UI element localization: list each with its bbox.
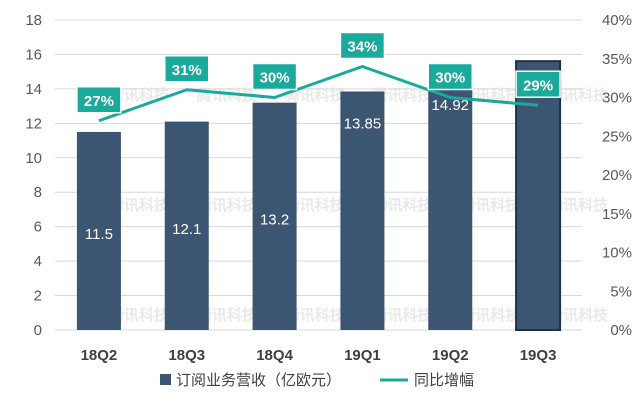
line-series: 27% 31% 30% 34% 30% 29% [76, 31, 561, 123]
line-value-label: 31% [172, 62, 202, 79]
watermark-text: 腾讯科技 [108, 86, 170, 104]
line-label-box: 27% [76, 86, 122, 114]
watermark-text: 腾讯科技 [284, 196, 346, 214]
line-label-box: 30% [251, 62, 298, 91]
y-left-tick-label: 0 [34, 322, 42, 339]
watermark-text: 腾讯科技 [547, 86, 609, 104]
bar [252, 102, 297, 331]
line-label-bg [164, 55, 210, 83]
bar-value-label: 13.2 [260, 211, 289, 228]
bar [164, 121, 209, 330]
y-left-tick-label: 12 [25, 115, 42, 132]
legend: 订阅业务营收（亿欧元） 同比增幅 [160, 372, 474, 389]
y-right-tick-label: 15% [602, 206, 632, 223]
watermark-text: 腾讯科技 [459, 196, 521, 214]
watermark-text: 腾讯科技 [371, 86, 433, 104]
y-left-tick-label: 8 [34, 184, 42, 201]
y-right-tick-label: 40% [602, 12, 632, 29]
x-tick-label: 19Q1 [344, 347, 381, 364]
y-right-tick-label: 10% [602, 245, 632, 262]
legend-line-label: 同比增幅 [414, 372, 474, 389]
y-left-tick-label: 14 [25, 81, 42, 98]
bar [76, 131, 121, 330]
bar [340, 91, 385, 330]
bar [515, 60, 562, 332]
watermark-text: 腾讯科技 [371, 196, 433, 214]
bar [428, 73, 473, 331]
x-tick-label: 18Q2 [81, 347, 118, 364]
bar-value-label: 11.5 [85, 226, 113, 243]
watermark-text: 腾讯科技 [284, 86, 346, 104]
x-tick-label: 19Q2 [432, 347, 469, 364]
line-label-bg [427, 62, 473, 91]
y-right-tick-label: 20% [602, 167, 632, 184]
legend-bar-swatch [160, 374, 171, 385]
line-label-bg [515, 70, 561, 98]
line-value-label: 27% [84, 93, 114, 110]
x-tick-label: 19Q3 [520, 347, 557, 364]
bar-value-label: 14.92 [431, 97, 469, 114]
watermark-text: 腾讯科技 [284, 306, 346, 324]
watermark-text: 腾讯科技 [547, 196, 609, 214]
watermark-text: 腾讯科技 [196, 306, 258, 324]
watermark-text: 腾讯科技 [108, 306, 170, 324]
line-value-label: 30% [435, 70, 465, 87]
line-value-label: 34% [347, 39, 377, 56]
bar-value-label: 12.1 [172, 221, 201, 238]
y-right-tick-label: 30% [602, 90, 632, 107]
legend-bar-label: 订阅业务营收（亿欧元） [176, 372, 341, 389]
y-right-tick-label: 25% [602, 128, 632, 145]
watermark-text: 腾讯科技 [459, 306, 521, 324]
watermark-text: 腾讯科技 [547, 306, 609, 324]
line-label-bg [339, 31, 386, 60]
line-label-bg [76, 86, 122, 114]
watermark-text: 腾讯科技 [196, 196, 258, 214]
y-left-tick-label: 6 [34, 219, 42, 236]
x-tick-label: 18Q4 [256, 347, 293, 364]
y-left-tick-label: 2 [34, 288, 42, 305]
grid-lines [55, 19, 582, 331]
axis-labels: 0 2 4 6 8 10 12 14 16 18 0% 5% 10% 15% 20% 25% 30% 35% 40%… [25, 12, 632, 364]
bar-value-label: 13.85 [344, 115, 382, 132]
watermark-text: 腾讯科技 [108, 196, 170, 214]
y-right-tick-label: 0% [610, 322, 632, 339]
x-tick-label: 18Q3 [168, 347, 205, 364]
line-label-bg [251, 62, 298, 91]
growth-line [98, 65, 539, 123]
line-label-box: 34% [339, 31, 386, 60]
y-right-tick-label: 35% [602, 51, 632, 68]
y-left-tick-label: 4 [34, 253, 42, 270]
line-value-label: 30% [260, 70, 290, 87]
watermark-text: 腾讯科技 [371, 306, 433, 324]
y-left-tick-label: 10 [25, 150, 42, 167]
line-value-label: 29% [523, 77, 553, 94]
y-left-tick-label: 16 [25, 46, 42, 63]
line-label-box: 30% [427, 62, 473, 91]
line-label-box: 29% [515, 70, 561, 98]
y-left-tick-label: 18 [25, 12, 42, 29]
watermark: 腾讯科技腾讯科技腾讯科技腾讯科技腾讯科技腾讯科技腾讯科技腾讯科技腾讯科技腾讯科技… [108, 86, 609, 324]
line-label-box: 31% [164, 55, 210, 83]
y-right-tick-label: 5% [610, 283, 632, 300]
